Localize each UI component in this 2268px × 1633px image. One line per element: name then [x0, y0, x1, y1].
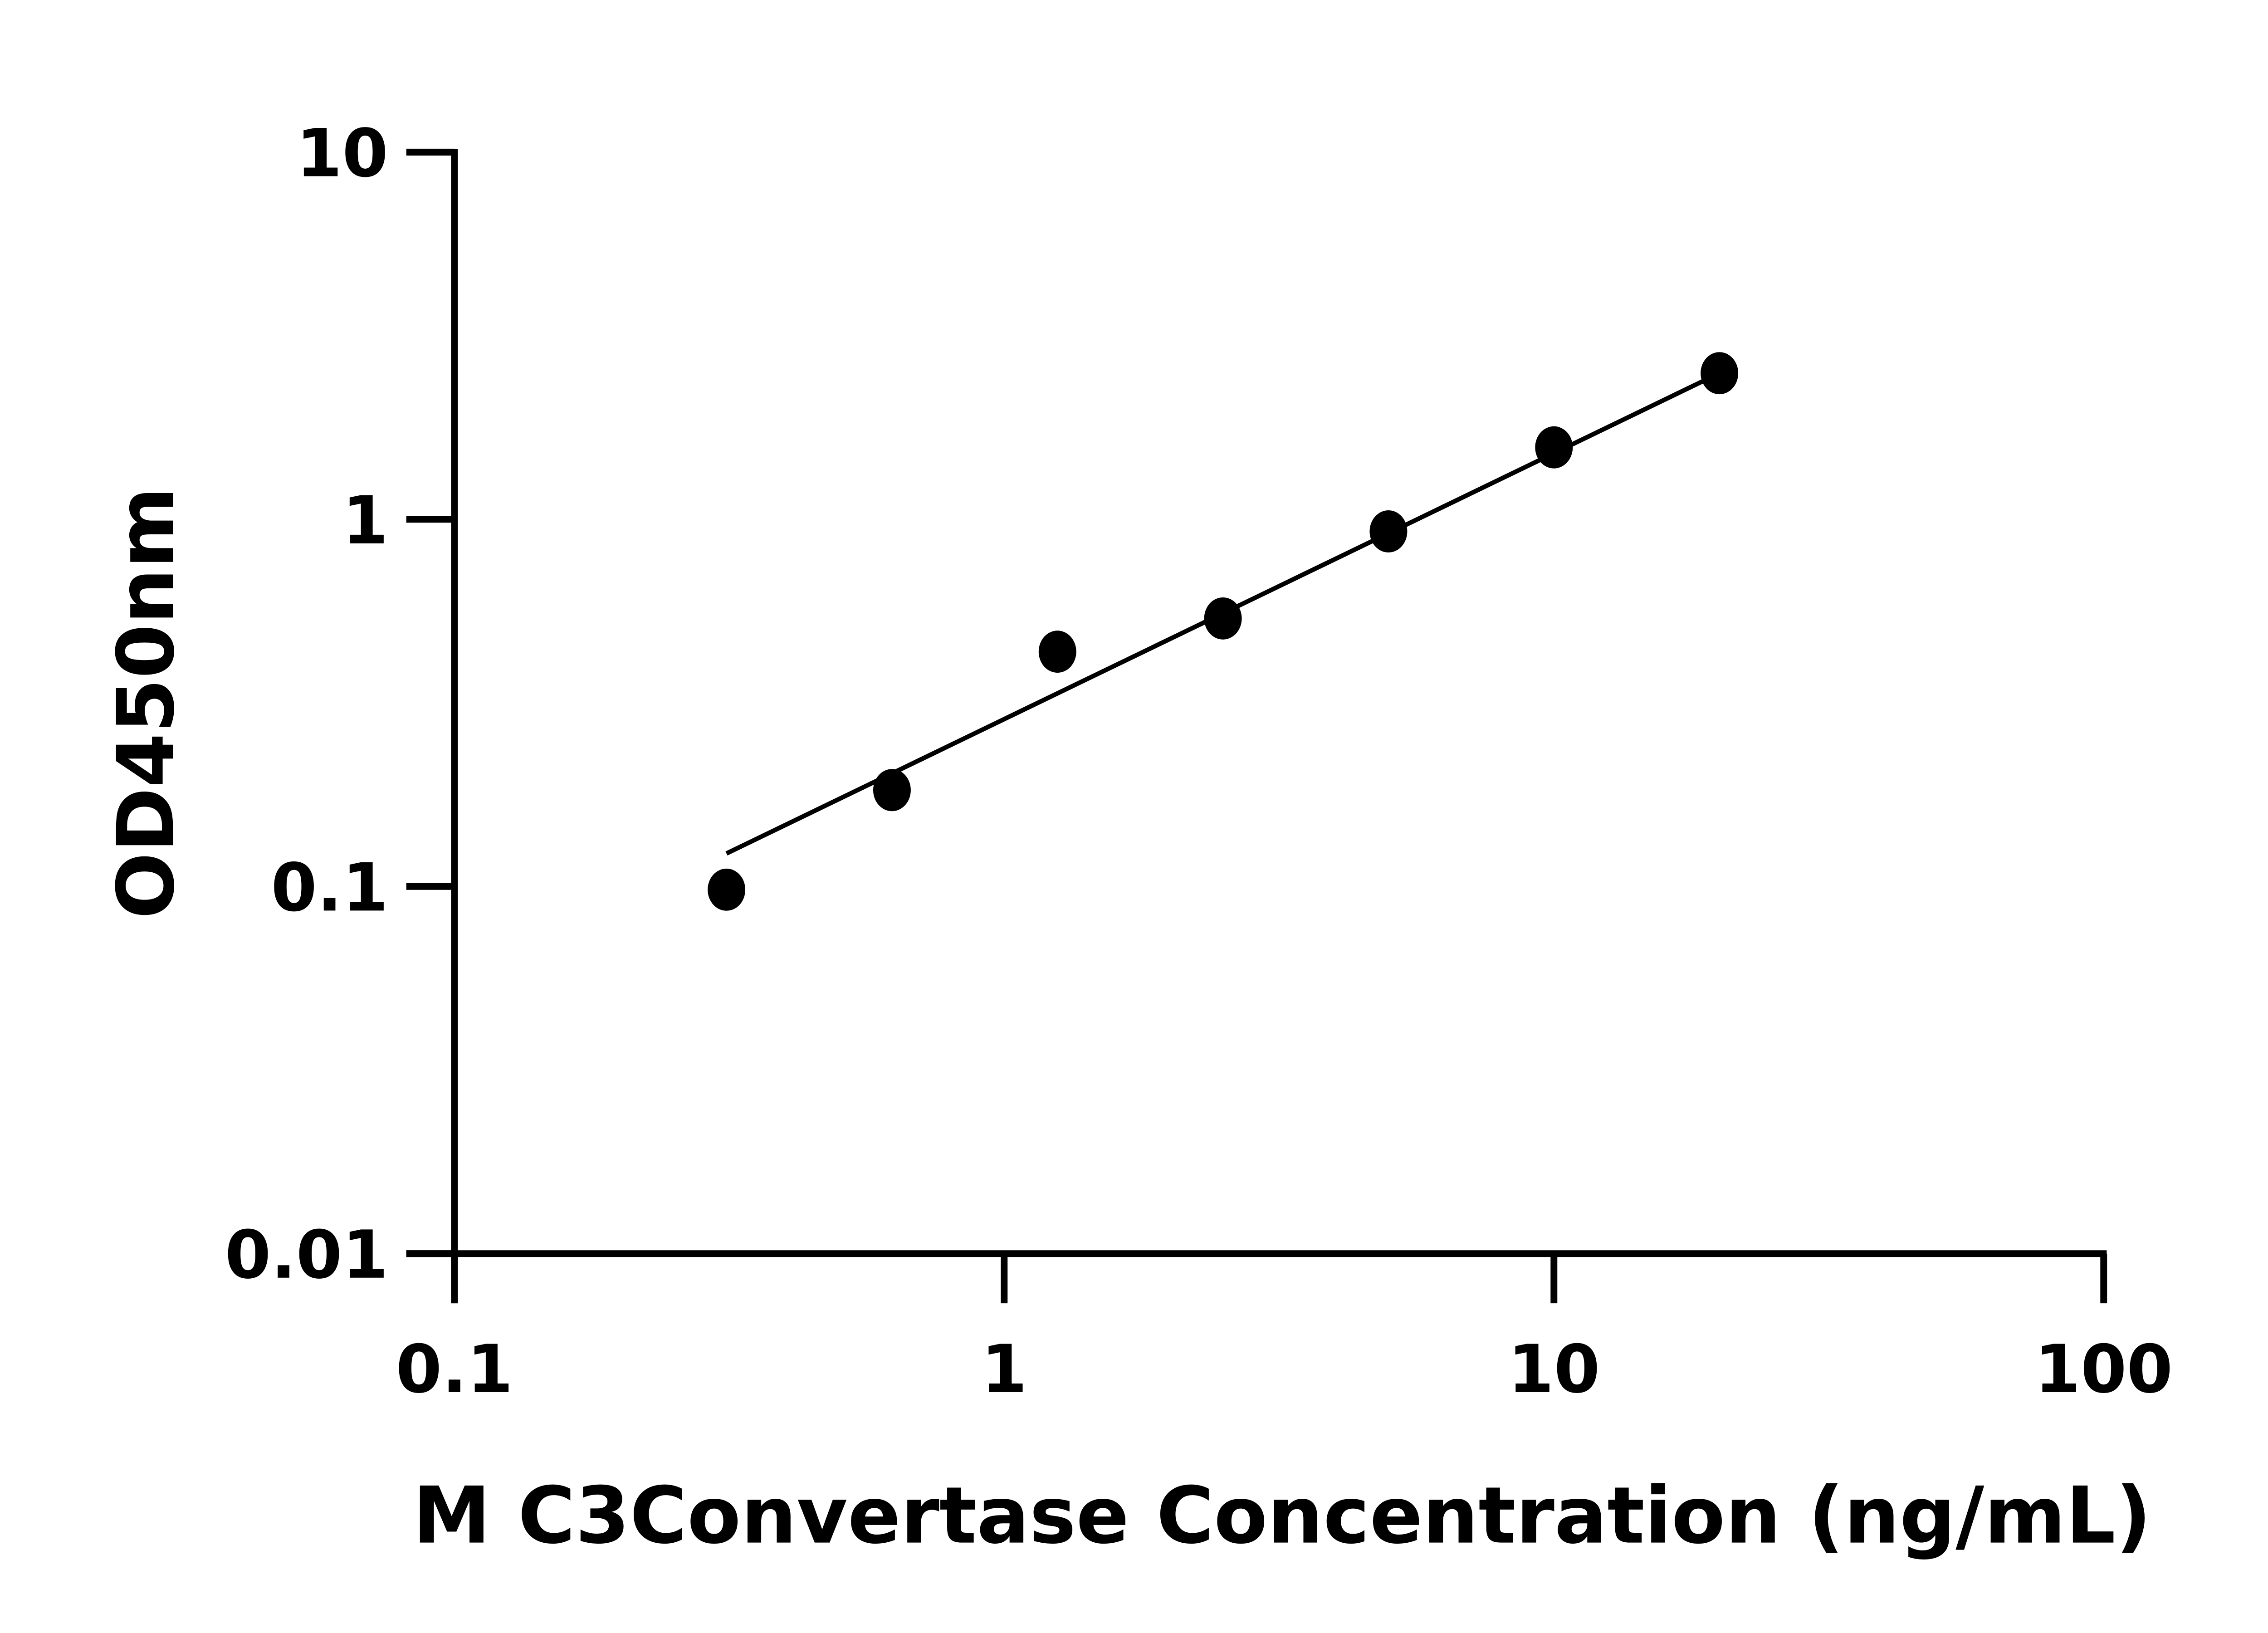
data-point: [873, 769, 911, 812]
y-tick-label: 1: [342, 483, 388, 559]
y-axis-label: OD450nm: [101, 487, 192, 919]
x-tick-label: 100: [2034, 1331, 2173, 1408]
data-point: [1369, 510, 1408, 552]
data-point: [1535, 426, 1573, 469]
x-ticks: 0.1 1 10 100: [396, 1253, 2173, 1408]
data-point: [1038, 631, 1076, 673]
x-axis-label: M C3Convertase Concentration (ng/mL): [413, 1470, 2151, 1561]
data-point: [708, 868, 746, 911]
data-point: [1204, 597, 1242, 640]
x-tick-label: 1: [981, 1331, 1027, 1408]
x-tick-label: 0.1: [396, 1331, 513, 1408]
y-ticks: 0.01 0.1 1 10: [225, 115, 455, 1294]
y-tick-label: 0.1: [271, 850, 388, 926]
y-tick-label: 0.01: [225, 1217, 388, 1294]
axes: [406, 149, 2107, 1304]
data-point: [1701, 352, 1739, 395]
data-points: [708, 352, 1739, 911]
x-tick-label: 10: [1508, 1331, 1600, 1408]
y-tick-label: 10: [296, 115, 388, 192]
